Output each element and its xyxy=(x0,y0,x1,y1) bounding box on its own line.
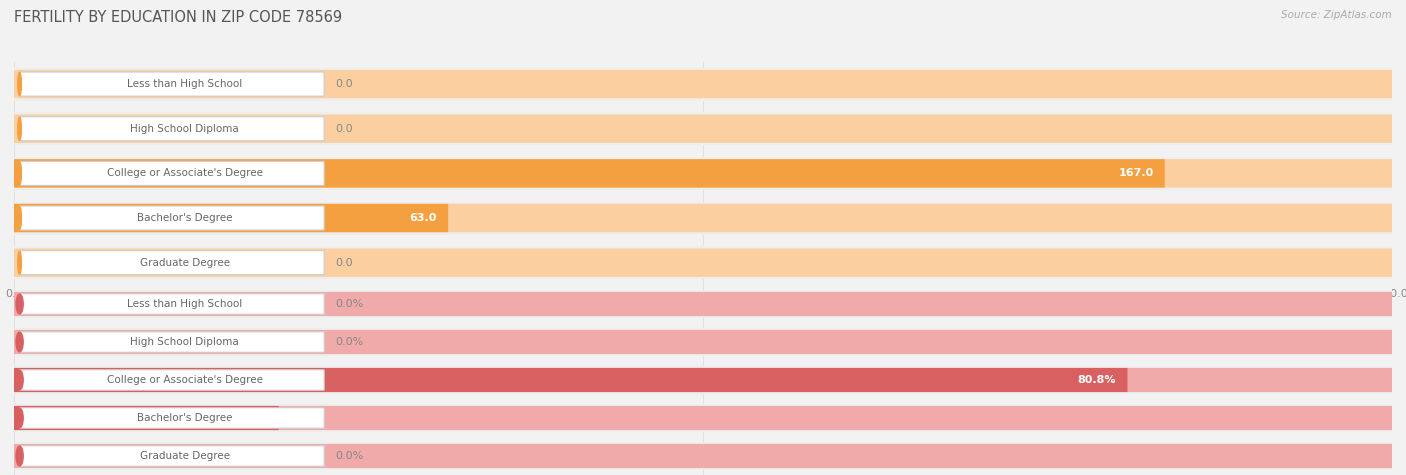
Text: FERTILITY BY EDUCATION IN ZIP CODE 78569: FERTILITY BY EDUCATION IN ZIP CODE 78569 xyxy=(14,10,342,25)
Text: Graduate Degree: Graduate Degree xyxy=(139,257,229,268)
FancyBboxPatch shape xyxy=(14,444,1392,468)
Text: 167.0: 167.0 xyxy=(1118,168,1153,179)
Text: 0.0: 0.0 xyxy=(335,124,353,134)
Circle shape xyxy=(18,73,21,95)
FancyBboxPatch shape xyxy=(14,159,1164,188)
Text: Source: ZipAtlas.com: Source: ZipAtlas.com xyxy=(1281,10,1392,19)
Text: Bachelor's Degree: Bachelor's Degree xyxy=(136,413,232,423)
FancyBboxPatch shape xyxy=(14,406,1392,430)
FancyBboxPatch shape xyxy=(20,72,325,96)
Text: College or Associate's Degree: College or Associate's Degree xyxy=(107,375,263,385)
Circle shape xyxy=(18,207,21,229)
Text: 0.0%: 0.0% xyxy=(335,451,363,461)
FancyBboxPatch shape xyxy=(14,204,449,232)
FancyBboxPatch shape xyxy=(14,70,1392,98)
FancyBboxPatch shape xyxy=(14,204,1392,232)
Circle shape xyxy=(15,332,22,352)
Text: High School Diploma: High School Diploma xyxy=(131,124,239,134)
FancyBboxPatch shape xyxy=(14,290,1392,318)
FancyBboxPatch shape xyxy=(20,446,325,466)
Circle shape xyxy=(15,370,22,390)
FancyBboxPatch shape xyxy=(20,332,325,352)
FancyBboxPatch shape xyxy=(14,404,1392,432)
FancyBboxPatch shape xyxy=(20,162,325,185)
FancyBboxPatch shape xyxy=(14,114,1392,143)
Text: 19.2%: 19.2% xyxy=(229,413,267,423)
Circle shape xyxy=(18,117,21,140)
Text: College or Associate's Degree: College or Associate's Degree xyxy=(107,168,263,179)
Text: Bachelor's Degree: Bachelor's Degree xyxy=(136,213,232,223)
FancyBboxPatch shape xyxy=(14,368,1128,392)
FancyBboxPatch shape xyxy=(20,117,325,141)
Text: 0.0: 0.0 xyxy=(335,79,353,89)
Text: 63.0: 63.0 xyxy=(409,213,437,223)
FancyBboxPatch shape xyxy=(14,368,1392,392)
Text: Less than High School: Less than High School xyxy=(127,299,242,309)
FancyBboxPatch shape xyxy=(14,442,1392,470)
FancyBboxPatch shape xyxy=(20,251,325,275)
Text: 0.0%: 0.0% xyxy=(335,299,363,309)
FancyBboxPatch shape xyxy=(14,292,1392,316)
FancyBboxPatch shape xyxy=(14,157,1392,190)
Circle shape xyxy=(15,408,22,428)
Text: 0.0: 0.0 xyxy=(335,257,353,268)
Text: 80.8%: 80.8% xyxy=(1078,375,1116,385)
Circle shape xyxy=(18,251,21,274)
FancyBboxPatch shape xyxy=(14,328,1392,356)
Circle shape xyxy=(15,294,22,314)
FancyBboxPatch shape xyxy=(14,112,1392,145)
FancyBboxPatch shape xyxy=(14,248,1392,277)
Text: High School Diploma: High School Diploma xyxy=(131,337,239,347)
FancyBboxPatch shape xyxy=(14,159,1392,188)
Circle shape xyxy=(18,162,21,185)
FancyBboxPatch shape xyxy=(14,406,278,430)
FancyBboxPatch shape xyxy=(14,330,1392,354)
FancyBboxPatch shape xyxy=(20,206,325,230)
Circle shape xyxy=(15,446,22,466)
Text: 0.0%: 0.0% xyxy=(335,337,363,347)
FancyBboxPatch shape xyxy=(20,370,325,390)
FancyBboxPatch shape xyxy=(14,366,1392,394)
Text: Less than High School: Less than High School xyxy=(127,79,242,89)
Text: Graduate Degree: Graduate Degree xyxy=(139,451,229,461)
FancyBboxPatch shape xyxy=(20,294,325,314)
FancyBboxPatch shape xyxy=(14,201,1392,235)
FancyBboxPatch shape xyxy=(20,408,325,428)
FancyBboxPatch shape xyxy=(14,67,1392,101)
FancyBboxPatch shape xyxy=(14,246,1392,279)
